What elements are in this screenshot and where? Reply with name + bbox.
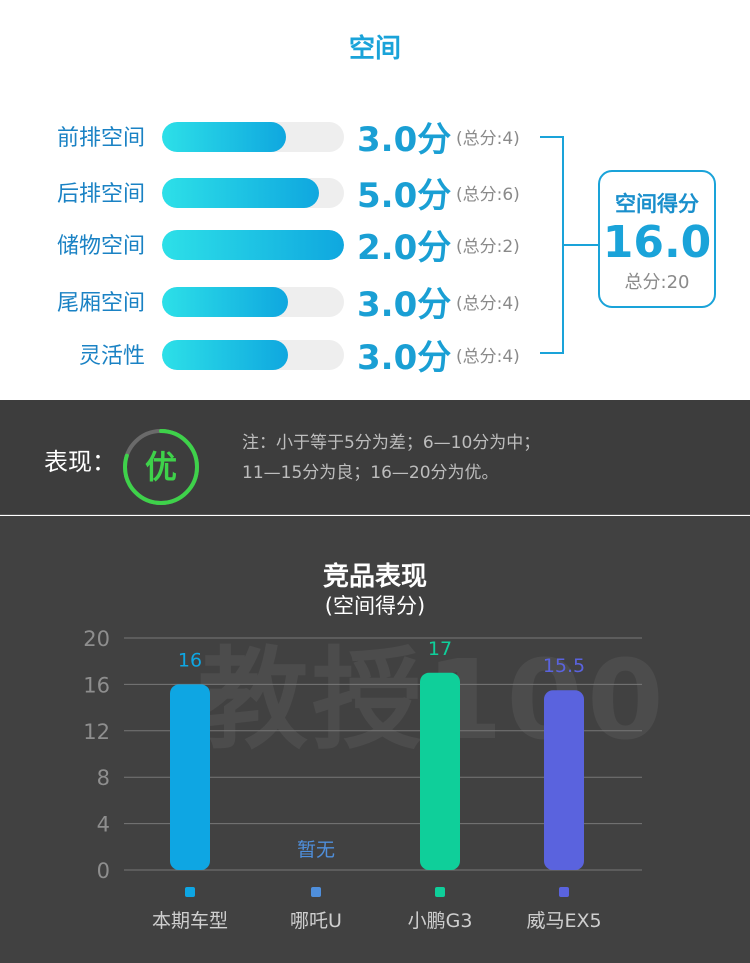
performance-band: 表现： 优 注：小于等于5分为差；6—10分为中； 11—15分为良；16—20… <box>0 400 750 515</box>
score-row-front: 前排空间 3.0分 (总分:4) <box>0 116 560 160</box>
x-tick-label: 威马EX5 <box>526 910 601 932</box>
space-score-panel: 空间 前排空间 3.0分 (总分:4) 后排空间 5.0分 (总分:6) 储物空… <box>0 0 750 400</box>
note-line-2: 11—15分为良；16—20分为优。 <box>242 463 499 483</box>
total-score-max: 总分:20 <box>624 272 690 293</box>
performance-note: 注：小于等于5分为差；6—10分为中； 11—15分为良；16—20分为优。 <box>242 428 540 488</box>
performance-label: 表现： <box>44 448 116 476</box>
score-bar-fill <box>162 178 319 208</box>
score-row-storage: 储物空间 2.0分 (总分:2) <box>0 224 560 268</box>
x-tick-label: 哪吒U <box>290 910 342 932</box>
row-total: (总分:4) <box>456 129 520 149</box>
category-marker <box>311 887 321 897</box>
section-title: 空间 <box>348 34 401 64</box>
y-tick-label: 12 <box>83 720 110 744</box>
score-bar-fill <box>162 340 288 370</box>
score-bracket <box>540 136 564 354</box>
total-score-title: 空间得分 <box>615 192 699 216</box>
row-total: (总分:2) <box>456 237 520 257</box>
row-score: 3.0分 <box>357 120 452 160</box>
chart-title: 竞品表现 <box>322 562 427 592</box>
row-label: 前排空间 <box>56 126 145 151</box>
competitor-chart-area <box>0 516 750 963</box>
data-label: 暂无 <box>297 839 335 861</box>
chart-subtitle: (空间得分) <box>324 594 426 618</box>
row-score: 3.0分 <box>357 338 452 378</box>
score-bar-track <box>162 122 344 152</box>
row-label: 后排空间 <box>56 182 145 207</box>
data-label: 15.5 <box>543 655 585 677</box>
y-tick-label: 16 <box>83 673 110 697</box>
badge-text: 优 <box>145 448 177 486</box>
row-score: 3.0分 <box>357 285 452 325</box>
bar <box>170 684 210 870</box>
performance-badge: 优 <box>123 429 199 505</box>
row-label: 灵活性 <box>78 344 145 369</box>
note-line-1: 注：小于等于5分为差；6—10分为中； <box>242 433 541 453</box>
y-tick-label: 8 <box>97 766 110 790</box>
data-label: 16 <box>178 649 202 671</box>
category-marker <box>435 887 445 897</box>
category-marker <box>559 887 569 897</box>
category-marker <box>185 887 195 897</box>
row-total: (总分:4) <box>456 347 520 367</box>
score-row-flexibility: 灵活性 3.0分 (总分:4) <box>0 334 560 378</box>
row-score: 5.0分 <box>357 176 452 216</box>
y-tick-label: 4 <box>97 813 110 837</box>
row-total: (总分:6) <box>456 185 520 205</box>
data-label: 17 <box>428 638 452 660</box>
x-tick-label: 小鹏G3 <box>408 910 473 932</box>
score-bar-fill <box>162 287 288 317</box>
badge-ring-progress <box>123 429 199 505</box>
row-total: (总分:4) <box>456 294 520 314</box>
score-bar-track <box>162 287 344 317</box>
y-tick-label: 20 <box>83 627 110 651</box>
bar <box>420 672 460 870</box>
y-tick-label: 0 <box>97 859 110 883</box>
row-label: 尾厢空间 <box>56 291 145 316</box>
total-score-box: 空间得分 16.0 总分:20 <box>598 170 716 308</box>
total-score-value: 16.0 <box>602 217 712 268</box>
score-bar-fill <box>162 230 344 260</box>
row-score: 2.0分 <box>357 228 452 268</box>
bracket-connector <box>564 244 598 246</box>
x-tick-label: 本期车型 <box>152 910 228 932</box>
score-bar-track <box>162 230 344 260</box>
row-label: 储物空间 <box>56 234 145 259</box>
score-row-rear: 后排空间 5.0分 (总分:6) <box>0 172 560 216</box>
score-bar-track <box>162 178 344 208</box>
score-row-trunk: 尾厢空间 3.0分 (总分:4) <box>0 281 560 325</box>
bar <box>544 690 584 870</box>
score-bar-fill <box>162 122 286 152</box>
score-bar-track <box>162 340 344 370</box>
